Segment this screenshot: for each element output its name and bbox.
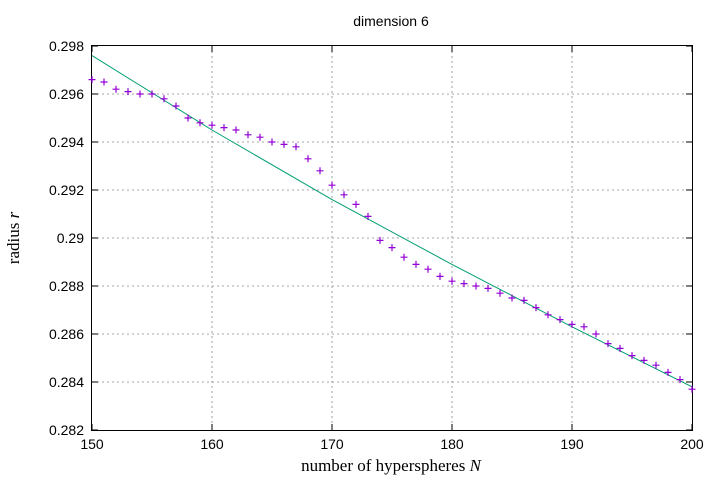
x-tick-label: 190: [560, 436, 584, 452]
point-series: [88, 76, 696, 393]
data-point: [208, 121, 216, 129]
data-point: [376, 236, 384, 244]
data-point: [508, 294, 516, 302]
data-point: [268, 138, 276, 146]
data-point: [592, 330, 600, 338]
data-point: [220, 124, 228, 132]
data-point: [364, 212, 372, 220]
data-point: [340, 191, 348, 199]
y-tick-label: 0.298: [49, 38, 84, 54]
data-point: [676, 376, 684, 384]
data-point: [544, 311, 552, 319]
data-point: [580, 323, 588, 331]
data-point: [664, 368, 672, 376]
fit-series: [91, 55, 693, 388]
data-point: [652, 361, 660, 369]
y-tick-label: 0.284: [49, 374, 84, 390]
data-point: [520, 296, 528, 304]
data-point: [124, 88, 132, 96]
data-point: [100, 78, 108, 86]
y-tick-label: 0.282: [49, 422, 84, 438]
y-tick-label: 0.29: [57, 230, 84, 246]
y-axis-label: radius r: [4, 211, 23, 264]
data-point: [280, 140, 288, 148]
data-point: [448, 277, 456, 285]
data-point: [256, 133, 264, 141]
data-point: [484, 284, 492, 292]
data-point: [472, 282, 480, 290]
data-point: [292, 143, 300, 151]
data-point: [352, 200, 360, 208]
y-tick-label: 0.292: [49, 182, 84, 198]
data-point: [460, 280, 468, 288]
data-point: [556, 316, 564, 324]
data-point: [304, 155, 312, 163]
data-point: [328, 181, 336, 189]
data-point: [628, 352, 636, 360]
x-axis-label: number of hyperspheres N: [301, 456, 483, 475]
axis-ticks: 150 160 170 180 190 200 0.282 0.284 0.286 0.288 0.…: [49, 38, 704, 452]
y-tick-label: 0.286: [49, 326, 84, 342]
data-point: [532, 304, 540, 312]
data-point: [640, 356, 648, 364]
data-point: [400, 253, 408, 261]
x-tick-label: 170: [320, 436, 344, 452]
y-tick-label: 0.296: [49, 86, 84, 102]
data-point: [148, 90, 156, 98]
data-point: [568, 320, 576, 328]
y-tick-label: 0.294: [49, 134, 84, 150]
data-point: [172, 102, 180, 110]
data-point: [316, 167, 324, 175]
data-point: [412, 260, 420, 268]
x-tick-label: 150: [80, 436, 104, 452]
x-tick-label: 180: [440, 436, 464, 452]
data-point: [688, 385, 696, 393]
data-point: [184, 114, 192, 122]
chart-title: dimension 6: [353, 13, 429, 29]
data-point: [196, 119, 204, 127]
data-point: [136, 90, 144, 98]
data-point: [496, 289, 504, 297]
data-point: [112, 85, 120, 93]
data-point: [388, 244, 396, 252]
data-point: [424, 265, 432, 273]
plot-frame: [91, 45, 693, 431]
data-point: [436, 272, 444, 280]
y-tick-label: 0.288: [49, 278, 84, 294]
fit-line: [91, 55, 693, 388]
data-point: [232, 126, 240, 134]
data-point: [244, 131, 252, 139]
data-point: [160, 95, 168, 103]
x-tick-label: 160: [200, 436, 224, 452]
grid: [92, 46, 692, 430]
x-tick-label: 200: [680, 436, 704, 452]
data-point: [616, 344, 624, 352]
data-point: [604, 340, 612, 348]
data-point: [88, 76, 96, 84]
